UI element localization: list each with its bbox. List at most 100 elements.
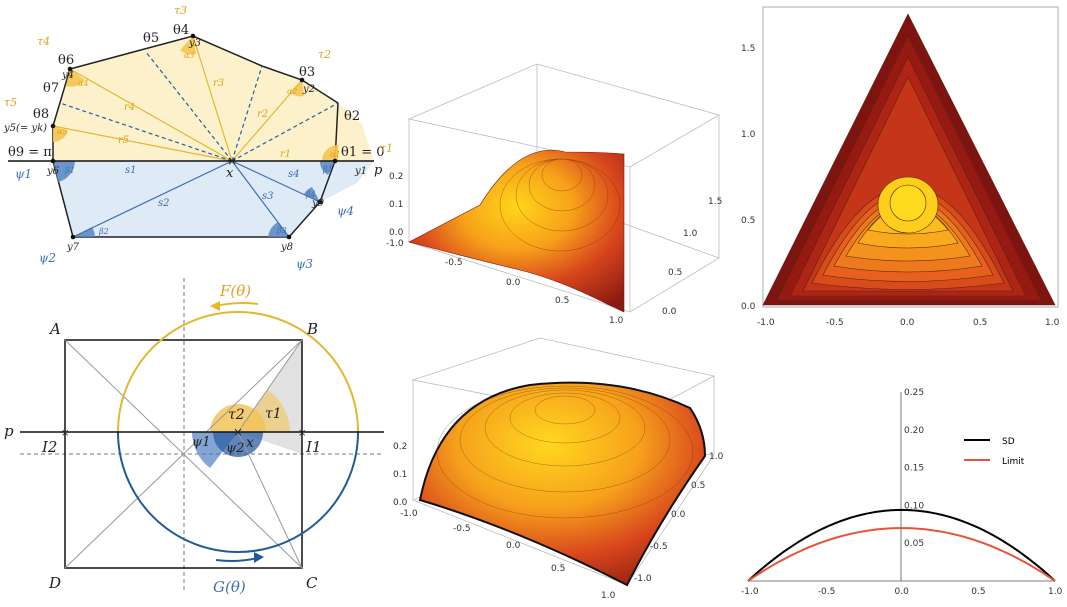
polygon-upper-region [53,36,374,161]
r-rays [52,35,303,162]
G-theta-label: G(θ) [213,578,246,596]
beta2-label: β2 [98,227,109,236]
legend-limit-label: Limit [1002,457,1025,467]
s3d2-x-tick-3: 0.5 [551,564,565,574]
x-label: x [226,166,234,181]
s3d1-x-tick-0: -1.0 [386,239,404,249]
theta5-label: θ5 [143,31,159,46]
s3d2-z-tick-0: 0.2 [393,442,407,452]
y6-label: y6 [46,166,60,177]
r3-label: r3 [213,78,224,89]
surface-triangle-contours [499,158,621,252]
polygon-panel: × x p θ1 = 0 θ2 θ3 θ4 θ5 θ6 θ7 θ8 θ9 = π… [3,4,393,271]
alpha2-wedge [290,80,304,97]
contour-x-tick-1: -0.5 [826,318,844,328]
y2-label: y2 [302,84,315,95]
contour-y-tick-0: 0.0 [741,302,756,312]
square-psi2-label: ψ2 [226,441,244,456]
contour-y-tick-3: 1.5 [741,44,755,54]
square-outline [64,339,303,569]
s3d1-y-tick-1: 0.5 [668,268,682,278]
corner-C-label: C [306,574,318,592]
theta9-label: θ9 = π [8,145,52,160]
alpha2-label: α2 [287,87,298,96]
alpha3-wedge [180,36,196,55]
s3d2-x-tick-2: 0.0 [506,541,521,551]
r2-label: r2 [257,109,268,120]
chart-y-tick-3: 0.20 [904,426,924,436]
s3d1-x-tick-3: 0.5 [555,296,569,306]
theta6-label: θ6 [58,53,74,68]
beta3-label: β3 [276,226,287,235]
legend-sd-label: SD [1002,437,1015,447]
surface-square-mesh [418,381,707,587]
square-p-label: p [4,422,14,440]
square-psi1-label: ψ1 [192,435,210,450]
theta3-label: θ3 [299,65,315,80]
alpha1-wedge [322,145,338,161]
corner-B-label: B [306,320,318,338]
chart-x-tick-1: -0.5 [818,587,836,597]
theta1-label: θ1 = 0 [341,145,385,160]
surface-square-contours [436,385,694,519]
psi1-label: ψ1 [15,167,32,181]
vertex-dots [50,33,338,240]
tau1-wedge [238,390,290,432]
contour-triangle-panel: -1.0 -0.5 0.0 0.5 1.0 0.0 0.5 1.0 1.5 [741,6,1060,328]
polygon-lower-region [53,161,374,237]
F-arrow [215,302,259,307]
alpha1-label: α1 [330,150,341,159]
surface-triangle-panel: 0.2 0.1 0.0 -1.0 -0.5 0.0 0.5 1.0 0.0 0.… [386,63,722,326]
alpha4-label: α4 [78,79,89,88]
contour-x-tick-3: 0.5 [973,318,987,328]
theta2-label: θ2 [344,109,360,124]
beta1-left-wedge [53,161,75,182]
theta8-label: θ8 [33,107,49,122]
chart-y-tick-1: 0.10 [904,501,924,511]
s3d2-y-tick-3: -0.5 [650,542,668,552]
square-x-marker: × [233,425,243,439]
chart-legend: SD Limit [964,437,1025,467]
chart-x-tick-0: -1.0 [741,587,759,597]
s3d1-x-tick-4: 1.0 [609,316,624,326]
contour-y-tick-2: 1.0 [741,130,756,140]
s4-label: s4 [288,169,300,180]
chart-series [747,508,1056,582]
polygon-outline [52,35,339,238]
beta3-wedge [268,222,289,237]
surface-square-panel: 0.2 0.1 0.0 -1.0 -0.5 0.0 0.5 1.0 1.0 0.… [393,337,724,601]
square-diagonals [64,339,303,569]
beta4-label: β4 [305,190,316,199]
s1-label: s1 [125,165,137,176]
s3d2-y-tick-1: 0.5 [691,481,705,491]
chart-x-tick-4: 1.0 [1048,587,1063,597]
s-rays [72,160,321,238]
square-tau2-label: τ2 [228,407,245,423]
corner-A-label: A [48,320,61,338]
s3d2-y-tick-4: -1.0 [634,574,652,584]
circle-upper-arc [117,311,359,433]
tau4-label: τ4 [37,35,50,48]
chart-y-tick-2: 0.15 [904,464,924,474]
corner-D-label: D [48,574,61,592]
r1-label: r1 [280,149,291,160]
tau3-label: τ3 [174,4,187,17]
psi2-wedge [213,432,263,457]
tau2-label: τ2 [318,48,331,61]
I2-marker: × [61,428,69,439]
y3-label: y3 [188,38,201,49]
y4-label: y4 [61,70,74,81]
alpha3-label: α3 [184,51,195,60]
s3-label: s3 [262,191,274,202]
dashed-rays [59,51,339,162]
s3d2-z-tick-2: 0.0 [393,498,408,508]
line-chart: -1.0 -0.5 0.0 0.5 1.0 0.05 0.10 0.15 0.20 0.25 SD… [741,388,1063,597]
alpha5-label: α5 [57,127,68,136]
I2-label: I2 [41,438,57,456]
psi2-label: ψ2 [39,251,56,265]
series-limit-line [747,527,1056,582]
alpha4-wedge [66,69,85,87]
s3d1-x-tick-2: 0.0 [506,278,521,288]
contour-x-tick-4: 1.0 [1045,318,1060,328]
